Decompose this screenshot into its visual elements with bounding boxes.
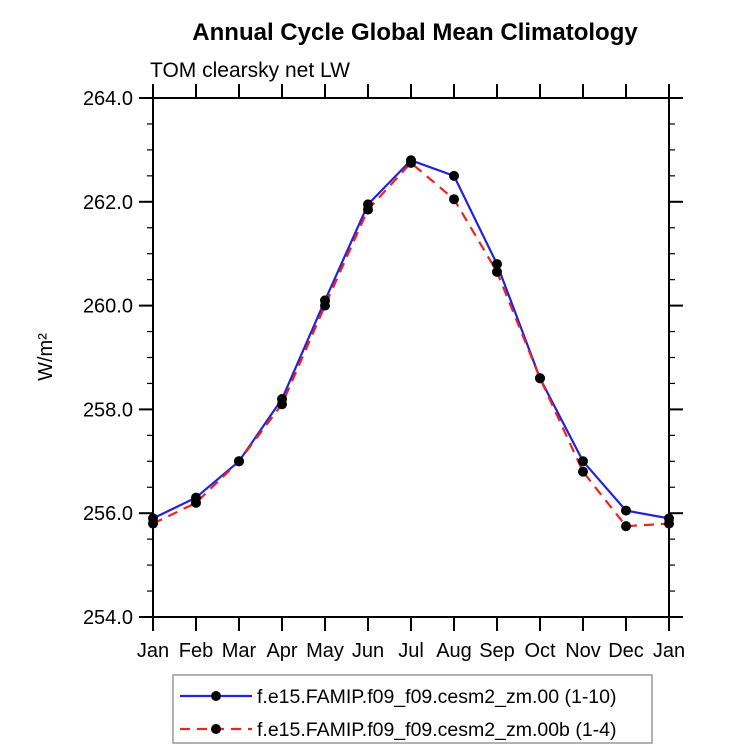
data-point bbox=[578, 466, 588, 477]
data-point bbox=[621, 505, 631, 516]
data-point bbox=[449, 170, 459, 181]
y-tick-label: 262.0 bbox=[83, 192, 133, 214]
x-tick-label: May bbox=[306, 640, 344, 662]
x-tick-label: Feb bbox=[179, 640, 213, 662]
x-tick-label: Dec bbox=[608, 640, 644, 662]
series-line-0 bbox=[152, 159, 670, 520]
y-tick-label: 258.0 bbox=[83, 399, 133, 421]
x-tick-label: Jan bbox=[137, 640, 169, 662]
y-tick-label: 260.0 bbox=[83, 296, 133, 318]
y-tick-label: 264.0 bbox=[83, 88, 133, 110]
data-point bbox=[234, 456, 244, 467]
data-point bbox=[277, 399, 287, 410]
data-point bbox=[492, 259, 502, 270]
data-point bbox=[492, 266, 502, 277]
plot-frame bbox=[152, 97, 670, 618]
data-point bbox=[621, 521, 631, 532]
x-tick-label: Jun bbox=[352, 640, 384, 662]
data-point bbox=[320, 300, 330, 311]
data-point bbox=[191, 497, 201, 508]
y-tick-label: 256.0 bbox=[83, 503, 133, 525]
y-tick-label: 254.0 bbox=[83, 607, 133, 629]
chart-title: Annual Cycle Global Mean Climatology bbox=[192, 19, 638, 46]
plot-area: Jan Feb Mar Apr May Jun Jul Aug Sep Oct Nov Dec Jan2… bbox=[83, 84, 685, 744]
data-point bbox=[406, 157, 416, 168]
x-tick-label: Mar bbox=[222, 640, 257, 662]
legend-box bbox=[172, 674, 653, 744]
data-point bbox=[363, 204, 373, 215]
x-tick-label: Sep bbox=[479, 640, 515, 662]
chart-subtitle: TOM clearsky net LW bbox=[150, 59, 350, 82]
x-tick-label: Jan bbox=[653, 640, 685, 662]
data-point bbox=[449, 194, 459, 205]
x-tick-label: Nov bbox=[565, 640, 601, 662]
y-axis-title: W/m² bbox=[35, 333, 57, 381]
data-point bbox=[578, 456, 588, 467]
x-tick-label: Oct bbox=[524, 640, 556, 662]
x-tick-label: Jul bbox=[398, 640, 424, 662]
legend-label-0: f.e15.FAMIP.f09_f09.cesm2_zm.00 (1-10) bbox=[257, 686, 617, 708]
legend-marker-1 bbox=[211, 724, 221, 734]
legend-label-1: f.e15.FAMIP.f09_f09.cesm2_zm.00b (1-4) bbox=[257, 719, 617, 741]
legend-marker-0 bbox=[211, 691, 221, 701]
data-point bbox=[148, 518, 158, 529]
x-tick-label: Aug bbox=[436, 640, 472, 662]
data-point bbox=[535, 373, 545, 384]
data-point bbox=[664, 518, 674, 529]
x-tick-label: Apr bbox=[266, 640, 297, 662]
